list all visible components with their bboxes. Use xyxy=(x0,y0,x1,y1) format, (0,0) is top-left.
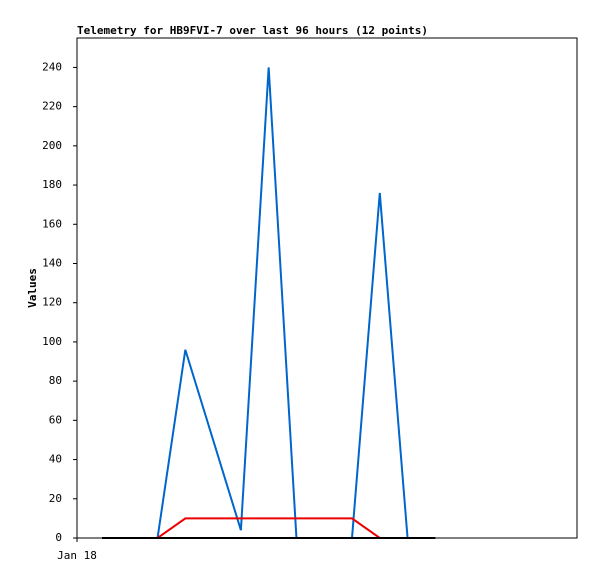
y-tick-label: 40 xyxy=(49,453,62,466)
y-tick-label: 220 xyxy=(42,100,62,113)
y-tick-label: 0 xyxy=(55,531,62,544)
chart-title: Telemetry for HB9FVI-7 over last 96 hour… xyxy=(77,24,428,37)
y-tick-label: 80 xyxy=(49,374,62,387)
x-tick-label: Jan 18 xyxy=(57,549,97,562)
y-tick-label: 140 xyxy=(42,256,62,269)
y-tick-label: 120 xyxy=(42,296,62,309)
y-tick-label: 160 xyxy=(42,217,62,230)
y-tick-label: 100 xyxy=(42,335,62,348)
series-line xyxy=(102,67,436,539)
plot-frame xyxy=(76,37,578,539)
y-tick-label: 240 xyxy=(42,60,62,73)
y-tick-label: 200 xyxy=(42,139,62,152)
y-tick-label: 60 xyxy=(49,413,62,426)
y-axis-label: Values xyxy=(26,268,39,308)
y-tick-label: 20 xyxy=(49,492,62,505)
y-tick-label: 180 xyxy=(42,178,62,191)
series-line xyxy=(102,517,436,539)
